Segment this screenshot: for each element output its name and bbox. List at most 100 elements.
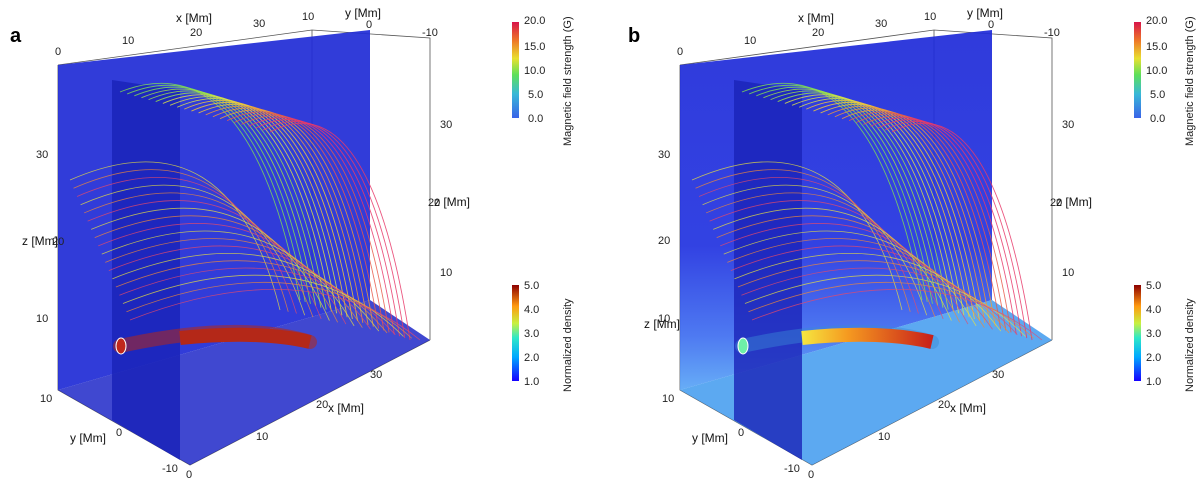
field-line [863, 115, 1012, 333]
field-line [226, 111, 380, 329]
tick-label: -10 [1044, 27, 1060, 39]
field-line [212, 107, 369, 325]
field-line [115, 260, 388, 334]
field-line [269, 122, 411, 341]
field-line [148, 90, 322, 308]
field-line [763, 88, 939, 306]
tick-label: 10 [36, 313, 48, 325]
field-line [248, 117, 395, 335]
tick-label: 30 [370, 369, 382, 381]
colorbar-tick: 5.0 [1150, 89, 1165, 101]
colorbar-tick: 1.0 [1146, 376, 1161, 388]
panel-label: a [10, 25, 22, 47]
tick-label: 20 [1050, 197, 1062, 209]
field-line [848, 111, 1002, 329]
tick-label: 10 [302, 11, 314, 23]
y-axis-label-bottom: y [Mm] [692, 431, 728, 445]
field-line [76, 177, 297, 314]
field-line [813, 101, 975, 320]
tick-label: 10 [122, 35, 134, 47]
tick-label: 20 [52, 236, 64, 248]
colorbar-tick: 3.0 [524, 328, 539, 340]
tick-label: 30 [992, 369, 1004, 381]
field-line [234, 113, 385, 331]
colorbar-title: Normalized density [1184, 298, 1196, 392]
colorbar-tick: 15.0 [524, 41, 545, 53]
tick-label: 10 [658, 313, 670, 325]
tick-label: 0 [116, 427, 122, 439]
field-line [798, 98, 965, 316]
tick-label: 30 [658, 149, 670, 161]
colorbar-tick: 20.0 [1146, 15, 1167, 27]
field-line [176, 98, 343, 316]
field-line [748, 282, 1035, 339]
field-line [119, 82, 301, 301]
tick-label: 20 [190, 27, 202, 39]
field-line [129, 288, 421, 341]
tube-cross-section [115, 337, 127, 355]
tick-label: 0 [988, 19, 994, 31]
z-axis-label-right: z [Mm] [434, 195, 470, 209]
tick-label: 10 [256, 431, 268, 443]
field-line [219, 109, 374, 327]
tick-label: 0 [677, 46, 683, 58]
colorbar-gradient [512, 285, 519, 381]
z-ticks-left: 30 20 10 [658, 149, 670, 325]
x-ticks-top: 0 10 20 30 [677, 18, 887, 58]
panel-b: b x [Mm] y [Mm] z [Mm] z [Mm] x [Mm] y [… [628, 6, 1196, 481]
field-line [91, 207, 330, 321]
y-ticks-bottom: 10 0 -10 [662, 393, 800, 475]
tick-label: 20 [428, 197, 440, 209]
field-line [87, 200, 322, 319]
field-line [205, 105, 364, 323]
field-line [777, 92, 949, 310]
colorbar-gradient [1134, 285, 1141, 381]
field-line [806, 100, 970, 318]
tick-label: -10 [422, 27, 438, 39]
density-colorbar: 5.0 4.0 3.0 2.0 1.0 Normalized density [1134, 280, 1196, 392]
colorbar-tick: 3.0 [1146, 328, 1161, 340]
tick-label: 0 [366, 19, 372, 31]
colorbar-tick: 0.0 [528, 113, 543, 125]
field-colorbar: 20.0 15.0 10.0 5.0 0.0 Magnetic field st… [1134, 15, 1196, 146]
field-line [856, 113, 1007, 331]
field-line [155, 92, 327, 310]
field-line [126, 282, 413, 339]
field-line [105, 238, 363, 328]
colorbar-title: Normalized density [562, 298, 574, 392]
field-line [73, 169, 289, 312]
field-line [134, 86, 311, 304]
z-ticks-left: 30 20 10 [36, 149, 64, 325]
y-ticks-bottom: 10 0 -10 [40, 393, 178, 475]
field-line [716, 215, 961, 323]
y-axis-label-bottom: y [Mm] [70, 431, 106, 445]
tick-label: 0 [186, 469, 192, 481]
field-line [695, 169, 911, 312]
colorbar-title: Magnetic field strength (G) [562, 16, 574, 146]
field-line [870, 117, 1017, 335]
field-line [141, 88, 317, 306]
field-line [119, 267, 396, 335]
field-line [741, 82, 923, 301]
field-line [737, 260, 1010, 334]
z-axis-label-right: z [Mm] [1056, 195, 1092, 209]
tick-label: 0 [738, 427, 744, 439]
colorbar-tick: 1.0 [524, 376, 539, 388]
field-line [751, 288, 1043, 341]
field-line [162, 94, 332, 312]
field-line [709, 200, 944, 319]
field-line [891, 122, 1033, 341]
field-line [705, 192, 936, 318]
field-line [191, 101, 353, 320]
tick-label: 20 [658, 235, 670, 247]
x-axis-label-top: x [Mm] [798, 11, 834, 25]
field-line [834, 107, 991, 325]
field-line [184, 100, 348, 318]
tick-label: 30 [253, 18, 265, 30]
density-slice [734, 80, 802, 460]
y-axis-label-top: y [Mm] [345, 6, 381, 20]
colorbar-tick: 2.0 [524, 352, 539, 364]
panel-label: b [628, 25, 640, 47]
field-lines [691, 82, 1043, 341]
